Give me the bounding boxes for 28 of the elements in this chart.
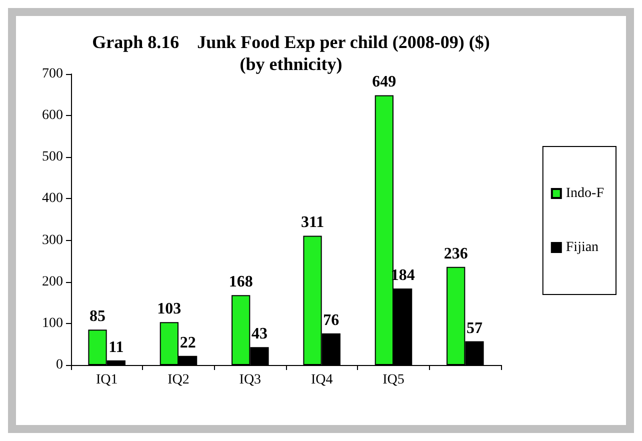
data-label: 85 [90, 308, 106, 326]
y-tick-label: 100 [42, 316, 63, 331]
data-label: 103 [157, 300, 182, 318]
legend-label: Fijian [566, 240, 599, 255]
y-tick-label: 600 [42, 108, 63, 124]
data-label: 43 [251, 326, 268, 343]
data-label: 22 [180, 334, 196, 352]
data-label: 11 [108, 338, 124, 356]
data-label: 168 [228, 274, 253, 291]
data-label: 57 [466, 320, 482, 337]
legend-label: Indo-F [566, 186, 604, 201]
x-tick-label: IQ4 [310, 372, 333, 388]
data-label: 649 [372, 74, 396, 91]
data-label: 311 [300, 214, 324, 232]
y-tick-label: 200 [42, 274, 63, 290]
y-tick-label: 0 [56, 358, 63, 372]
x-tick-label: IQ2 [168, 372, 190, 388]
y-tick-label: 500 [42, 150, 63, 165]
x-tick-label: IQ3 [239, 372, 262, 388]
y-tick-label: 700 [42, 66, 63, 82]
chart-subtitle: (by ethnicity) [240, 54, 342, 74]
y-tick-label: 300 [42, 232, 63, 248]
x-tick-label: IQ1 [96, 372, 118, 388]
y-tick-label: 400 [42, 191, 63, 206]
data-label: 236 [444, 245, 468, 262]
chart-title: Graph 8.16 Junk Food Exp per child (2008-09) ($) [92, 32, 490, 52]
x-tick-label: IQ5 [382, 372, 404, 388]
data-label: 76 [323, 312, 340, 329]
